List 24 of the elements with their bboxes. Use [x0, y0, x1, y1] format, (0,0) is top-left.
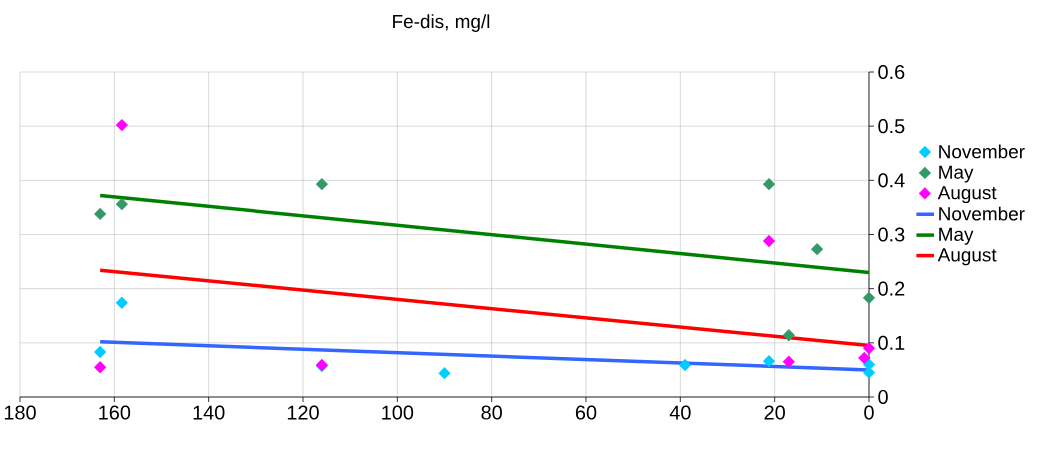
legend-label: May — [939, 165, 974, 183]
legend-label: May — [939, 227, 974, 245]
x-tick-label: 40 — [669, 405, 691, 420]
y-tick-label: 0.3 — [878, 227, 905, 242]
x-tick-label: 80 — [481, 405, 502, 420]
x-tick-label: 120 — [287, 405, 319, 420]
chart-title: Fe-dis, mg/l — [393, 14, 490, 32]
x-tick-label: 20 — [764, 405, 785, 420]
legend-label: November — [939, 144, 1025, 159]
y-tick-label: 0.6 — [878, 64, 905, 80]
legend-label: November — [939, 206, 1025, 221]
y-tick-label: 0.5 — [878, 119, 905, 134]
y-tick-label: 0.4 — [878, 173, 905, 188]
x-tick-label: 180 — [4, 405, 36, 420]
x-tick-label: 140 — [193, 405, 225, 420]
x-tick-label: 160 — [99, 405, 131, 420]
y-tick-label: 0 — [878, 389, 888, 405]
x-tick-label: 60 — [575, 405, 597, 420]
x-tick-label: 100 — [382, 405, 414, 420]
y-tick-label: 0.2 — [878, 281, 905, 296]
y-tick-label: 0.1 — [878, 335, 905, 350]
legend-label: August — [937, 248, 997, 266]
x-tick-label: 0 — [864, 405, 874, 420]
legend-label: August — [937, 186, 997, 204]
